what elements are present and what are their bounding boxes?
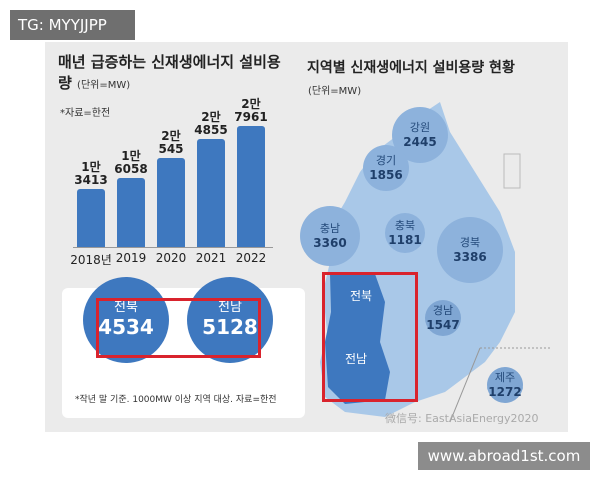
bar-label-top: 1만 [121, 148, 141, 163]
bar-2021 [197, 139, 225, 247]
bar-label-bottom: 545 [158, 142, 184, 157]
site-label: www.abroad1st.com [418, 442, 590, 470]
region-name: 경남 [432, 304, 454, 317]
watermark: 微信号: EastAsiaEnergy2020 [385, 412, 539, 425]
region-value: 1547 [426, 318, 460, 332]
bar-label-top: 1만 [81, 159, 101, 174]
map-title: 지역별 신재생에너지 설비용량 현황 [307, 60, 515, 76]
map-label-jeonbuk: 전북 [350, 289, 373, 303]
bar-label-bottom: 7961 [234, 110, 268, 124]
bar-2019 [117, 177, 145, 247]
infographic-panel: 매년 급증하는 신재생에너지 설비용량 (단위=MW) *자료=한전 1만 341… [45, 42, 568, 432]
region-circle: 강원 2445 [392, 107, 448, 163]
callout-note: *작년 말 기준. 1000MW 이상 지역 대상. 자료=한전 [75, 395, 277, 405]
chart-source: *자료=한전 [60, 108, 111, 119]
region-circle: 충북 1181 [385, 213, 425, 253]
bar-2018년 [77, 188, 105, 247]
bar-2022 [237, 126, 265, 247]
bar-label-top: 2만 [241, 97, 261, 111]
x-tick-label: 2020 [155, 251, 187, 265]
bar-label-bottom: 3413 [74, 172, 108, 187]
region-name: 충남 [319, 222, 341, 235]
bar-2020 [157, 158, 185, 247]
region-name: 경북 [459, 236, 481, 249]
x-tick-label: 2019 [115, 251, 147, 265]
callout-name: 전남 [218, 300, 242, 315]
chart-title: 매년 급증하는 신재생에너지 설비용량 (단위=MW) [58, 52, 283, 96]
tag-label: TG: MYYJJPP [10, 10, 135, 40]
bar-value-label: 2만 545 [146, 130, 196, 156]
bar-value-label: 1만 3413 [66, 159, 116, 187]
region-circle: 경기 1856 [363, 145, 409, 191]
region-circle: 경남 1547 [425, 300, 461, 336]
region-value: 1272 [488, 385, 522, 399]
bar-value-label: 2만 7961 [226, 98, 276, 124]
bar-value-label: 2만 4855 [186, 111, 236, 137]
map-unit: (단위=MW) [308, 86, 362, 97]
highlight-box [322, 272, 418, 402]
region-circle: 제주 1272 [487, 367, 523, 403]
callout-highlight-box [96, 298, 261, 358]
chart-unit: (단위=MW) [77, 80, 131, 91]
bar-label-top: 2만 [201, 110, 221, 125]
x-axis [73, 247, 273, 248]
inset-box [503, 153, 521, 189]
region-name: 제주 [494, 371, 516, 384]
region-value: 1856 [369, 168, 403, 182]
bar-label-bottom: 6058 [114, 161, 148, 176]
region-name: 강원 [409, 121, 431, 134]
bar-label-top: 2만 [161, 129, 181, 144]
x-tick-label: 2021 [195, 251, 227, 265]
callout-value: 5128 [202, 315, 258, 339]
callout-name: 전북 [114, 300, 138, 315]
region-circle: 경북 3386 [437, 217, 503, 283]
region-circle: 충남 3360 [300, 206, 360, 266]
jeolla-region [325, 274, 390, 404]
region-name: 경기 [375, 154, 397, 167]
region-value: 3360 [313, 236, 347, 250]
bar-label-bottom: 4855 [194, 123, 228, 138]
region-value: 3386 [453, 250, 487, 264]
x-tick-label: 2022 [235, 251, 267, 265]
callout-value: 4534 [98, 315, 154, 339]
chart-title-text: 매년 급증하는 신재생에너지 설비용량 [58, 53, 281, 92]
region-value: 1181 [388, 233, 422, 247]
region-value: 2445 [403, 135, 437, 149]
map-label-jeonnam: 전남 [345, 352, 368, 366]
region-name: 충북 [394, 219, 416, 232]
x-tick-label: 2018년 [70, 253, 112, 267]
bar-value-label: 1만 6058 [106, 148, 156, 176]
